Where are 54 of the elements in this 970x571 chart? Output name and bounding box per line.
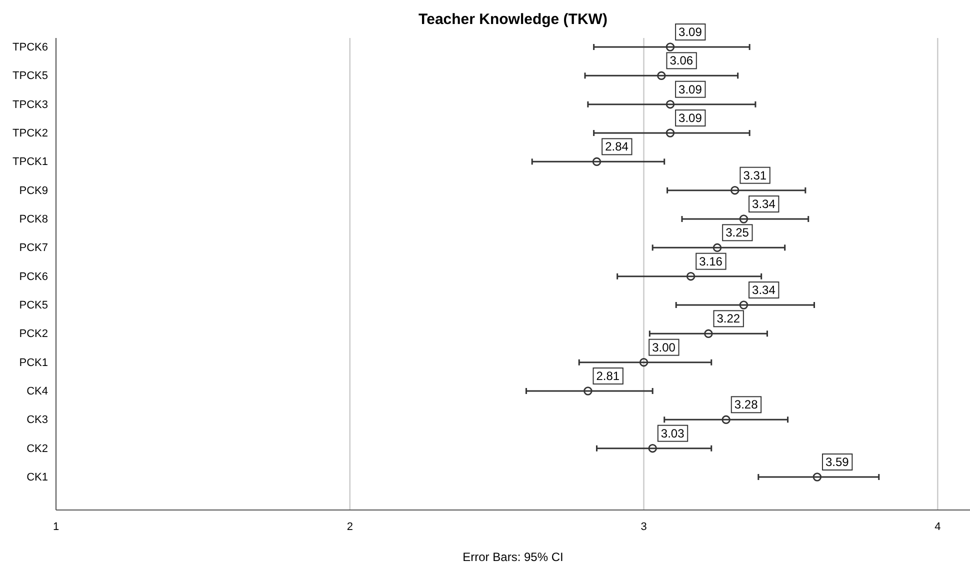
point bbox=[812, 472, 822, 482]
data-label: 3.09 bbox=[678, 25, 702, 39]
data-label: 3.03 bbox=[660, 426, 685, 440]
point bbox=[592, 157, 602, 166]
y-tick-label: PCK7 bbox=[19, 242, 48, 254]
y-tick-label: PCK6 bbox=[19, 270, 48, 283]
y-tick-label: TPCK1 bbox=[12, 156, 48, 168]
y-tick-label: PCK8 bbox=[19, 214, 48, 226]
data-label: 3.25 bbox=[726, 226, 750, 240]
point bbox=[739, 214, 748, 224]
y-tick-label: PCK9 bbox=[19, 184, 48, 197]
point bbox=[666, 42, 675, 52]
data-label: 3.09 bbox=[678, 82, 702, 96]
point bbox=[722, 415, 730, 424]
chart-title: Teacher Knowledge (TKW) bbox=[418, 11, 608, 28]
point bbox=[704, 329, 713, 338]
y-tick-label: PCK5 bbox=[19, 300, 48, 312]
y-tick-label: PCK2 bbox=[19, 328, 48, 340]
x-tick-label: 2 bbox=[346, 520, 353, 533]
point bbox=[739, 300, 748, 310]
point bbox=[657, 71, 666, 80]
x-tick-label: 1 bbox=[52, 520, 60, 533]
point bbox=[584, 386, 592, 396]
data-label: 3.59 bbox=[825, 455, 850, 469]
x-tick-label: 4 bbox=[934, 520, 941, 533]
point bbox=[712, 243, 722, 252]
data-label: 3.31 bbox=[743, 168, 767, 182]
y-tick-label: TPCK2 bbox=[12, 128, 48, 140]
x-tick-label: 3 bbox=[640, 520, 647, 533]
data-label: 3.16 bbox=[699, 254, 723, 268]
text: Error Bars: 95% CI bbox=[462, 550, 564, 564]
y-tick-label: CK3 bbox=[26, 414, 48, 426]
y-tick-label: TPCK6 bbox=[12, 42, 48, 54]
y-tick-label: CK2 bbox=[26, 442, 48, 455]
point bbox=[666, 100, 675, 109]
y-tick-label: CK4 bbox=[26, 386, 48, 398]
point bbox=[639, 358, 648, 367]
point bbox=[648, 444, 657, 453]
data-label: 2.84 bbox=[605, 140, 629, 154]
data-label: 2.81 bbox=[596, 369, 620, 383]
data-label: 3.06 bbox=[670, 54, 694, 68]
data-label: 3.00 bbox=[652, 340, 676, 354]
data-label: 3.34 bbox=[752, 283, 776, 297]
y-tick-label: TPCK3 bbox=[12, 98, 48, 111]
point bbox=[666, 128, 675, 138]
y-tick-label: PCK1 bbox=[19, 356, 48, 369]
y-tick-label: CK1 bbox=[26, 472, 48, 484]
data-label: 3.22 bbox=[716, 312, 740, 326]
data-label: 3.09 bbox=[678, 111, 702, 125]
data-label: 3.28 bbox=[734, 398, 758, 412]
point bbox=[730, 186, 740, 195]
point bbox=[686, 272, 696, 281]
data-label: 3.34 bbox=[752, 197, 776, 211]
y-tick-label: TPCK5 bbox=[12, 70, 48, 82]
